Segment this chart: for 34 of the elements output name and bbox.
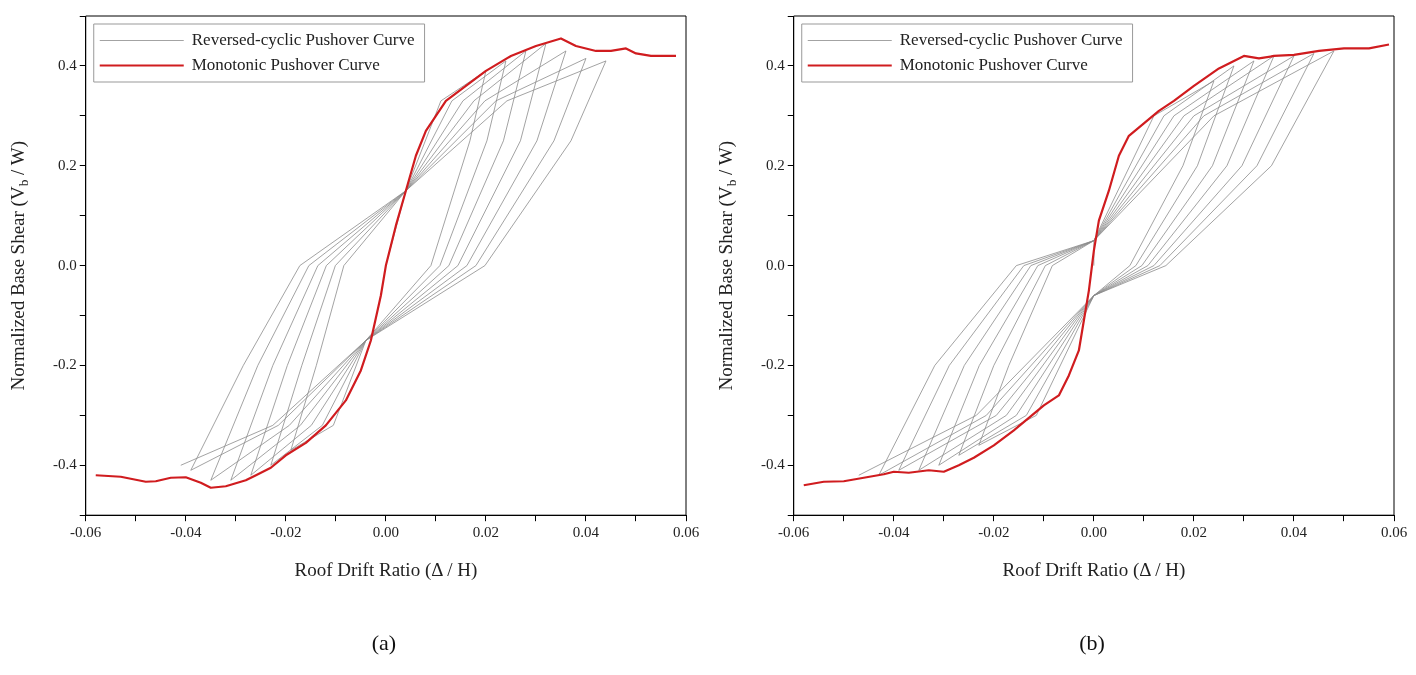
x-tick-label: 0.04: [1280, 524, 1308, 541]
x-tick-label: -0.06: [778, 524, 810, 541]
x-tick-label: -0.02: [978, 524, 1010, 541]
x-tick-label: 0.06: [1380, 524, 1408, 541]
y-tick-label: -0.2: [53, 356, 77, 373]
x-tick-label: 0.00: [1080, 524, 1107, 541]
legend-label: Reversed-cyclic Pushover Curve: [899, 29, 1123, 49]
x-tick-label: -0.06: [70, 524, 102, 541]
y-tick-label: 0.0: [766, 256, 785, 273]
y-tick-label: 0.4: [766, 56, 786, 73]
y-axis-title: Normalized Base Shear (Vb / W): [714, 141, 739, 391]
y-tick-label: -0.4: [761, 456, 786, 473]
legend-label: Reversed-cyclic Pushover Curve: [191, 29, 415, 49]
x-tick-label: -0.04: [878, 524, 910, 541]
x-axis-title: Roof Drift Ratio (Δ / H): [1002, 558, 1186, 581]
x-tick-label: 0.06: [672, 524, 700, 541]
y-tick-label: 0.0: [58, 256, 77, 273]
x-tick-label: 0.00: [372, 524, 399, 541]
x-axis-title: Roof Drift Ratio (Δ / H): [294, 558, 478, 581]
text: (b): [1078, 630, 1106, 656]
x-tick-label: 0.04: [572, 524, 600, 541]
y-axis-title: Normalized Base Shear (Vb / W): [6, 141, 31, 391]
y-tick-label: 0.2: [58, 156, 77, 173]
legend-label: Monotonic Pushover Curve: [191, 54, 380, 74]
x-tick-label: 0.02: [472, 524, 500, 541]
x-tick-label: -0.02: [270, 524, 302, 541]
y-tick-label: -0.4: [53, 456, 78, 473]
y-tick-label: 0.2: [766, 156, 785, 173]
x-tick-label: -0.04: [170, 524, 202, 541]
y-tick-label: 0.4: [58, 56, 78, 73]
legend-label: Monotonic Pushover Curve: [899, 54, 1088, 74]
text: (a): [370, 630, 398, 656]
y-tick-label: -0.2: [761, 356, 785, 373]
x-tick-label: 0.02: [1180, 524, 1208, 541]
